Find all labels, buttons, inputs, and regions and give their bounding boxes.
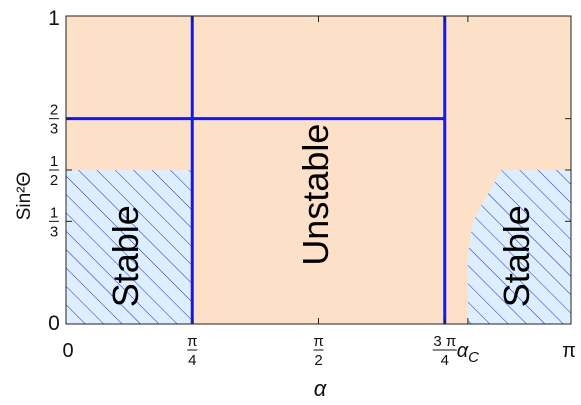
x-tick-label-4-text: αC [457,340,479,366]
y-tick-label-3-den: 3 [50,121,58,138]
x-tick-label-5: π [562,340,576,362]
x-tick-label-0-text: 0 [62,340,73,362]
y-tick-label-1-num: 1 [50,204,58,221]
y-tick-label-0: 0 [48,312,60,335]
x-axis-label: α [314,376,328,401]
x-tick-label-3-num: 3 π [433,333,456,350]
y-tick-label-4: 1 [48,7,60,30]
x-tick-label-5-text: π [562,340,576,362]
x-tick-label-2-den: 2 [314,352,322,369]
x-tick-label-2-num: π [313,333,323,350]
x-tick-label-1-num: π [187,333,197,350]
stable-region-hatch-2 [467,170,571,324]
y-tick-label-0-text: 0 [48,312,60,335]
region-label-stable-0: Stable [105,205,146,307]
x-tick-label-0: 0 [62,340,73,362]
y-tick-label-3-num: 2 [50,102,58,119]
y-tick-label-2-den: 2 [50,172,58,189]
x-tick-label-2: π2 [313,333,323,369]
x-tick-label-4: αC [457,340,479,366]
y-tick-label-2: 12 [49,153,59,189]
y-tick-label-3: 23 [49,102,59,138]
x-tick-label-3-den: 4 [441,352,449,369]
y-axis-label: Sin²Θ [14,172,35,221]
x-tick-label-1-den: 4 [188,352,196,369]
x-tick-label-1: π4 [187,333,197,369]
y-tick-label-2-num: 1 [50,153,58,170]
stable-region-hatch-0 [66,170,193,324]
region-label-unstable-1: Unstable [295,124,336,266]
y-tick-label-1-den: 3 [50,223,58,240]
x-tick-label-3: 3 π4 [432,333,457,369]
y-tick-label-1: 13 [49,204,59,240]
region-label-stable-2: Stable [496,205,537,307]
y-tick-label-4-text: 1 [48,7,60,30]
